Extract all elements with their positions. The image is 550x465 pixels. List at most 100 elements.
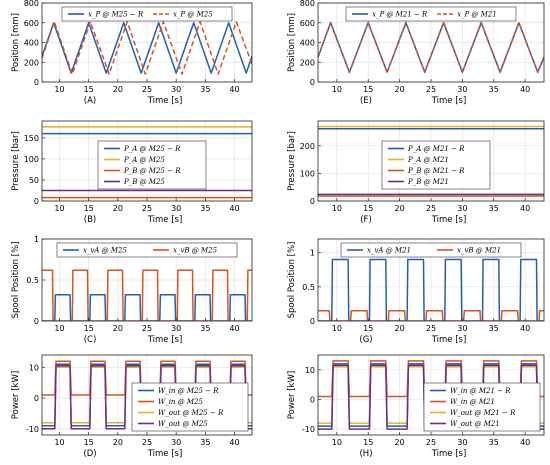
legend-box <box>345 6 517 22</box>
legend-entry: W_out @ M25 <box>158 420 208 428</box>
legend-entry: P_A @ M21 <box>407 156 449 164</box>
x-tick-label: 40 <box>229 85 239 94</box>
y-tick-label: 0.5 <box>26 276 39 285</box>
legend-entry: x_vA @ M25 <box>83 247 128 255</box>
x-tick-label: 35 <box>489 438 499 447</box>
legend-entry: W_in @ M25 − R <box>158 387 219 395</box>
x-tick-label: 30 <box>171 85 181 94</box>
chart-h: 10 15 20 25 30 35 40 -10 0 10 (H) Time [s] Power [kW… <box>287 354 545 459</box>
x-tick-label: 40 <box>229 324 239 333</box>
x-tick-label: 15 <box>363 85 373 94</box>
legend: W_in @ M21 − R W_in @ M21 W_out @ M21 − R W… <box>423 382 541 432</box>
y-tick-label: 100 <box>24 155 39 164</box>
x-tick-label: 15 <box>84 204 94 213</box>
x-axis-label: Time [s] <box>147 96 183 106</box>
y-tick-label: 200 <box>300 142 315 151</box>
y-tick-label: 0 <box>310 78 315 87</box>
y-tick-label: -10 <box>26 425 39 434</box>
x-tick-label: 20 <box>113 324 123 333</box>
x-tick-label: 30 <box>171 438 181 447</box>
legend-box <box>340 242 522 258</box>
x-tick-label: 30 <box>457 438 467 447</box>
x-tick-label: 20 <box>113 438 123 447</box>
chart-f: 10 15 20 25 30 35 40 0 100 200 (F) Time [s] Pressure… <box>287 120 545 225</box>
y-tick-label: 0 <box>34 197 39 206</box>
series-group <box>318 258 544 321</box>
legend: x_P @ M25 − R x_P @ M25 <box>61 6 233 22</box>
x-tick-label: 30 <box>457 85 467 94</box>
y-tick-label: 0 <box>310 197 315 206</box>
x-axis-label: Time [s] <box>431 335 467 345</box>
x-tick-label: 20 <box>113 204 123 213</box>
x-tick-label: 25 <box>426 324 436 333</box>
y-tick-label: 400 <box>24 39 39 48</box>
panel-caption: (G) <box>359 335 372 345</box>
legend-entry: x_vB @ M21 <box>457 247 501 255</box>
x-tick-label: 30 <box>457 324 467 333</box>
x-tick-label: 15 <box>363 324 373 333</box>
x-tick-label: 35 <box>489 204 499 213</box>
legend: W_in @ M25 − R W_in @ M25 W_out @ M25 − R W… <box>131 382 249 432</box>
x-axis-label: Time [s] <box>147 449 183 459</box>
legend-entry: x_vB @ M25 <box>173 247 218 255</box>
x-tick-label: 20 <box>395 85 405 94</box>
legend-box <box>56 242 238 258</box>
legend-entry: P_A @ M21 − R <box>407 145 465 153</box>
y-axis-label: Spool Position [%] <box>11 242 21 319</box>
x-tick-label: 25 <box>142 438 152 447</box>
y-tick-label: 0 <box>34 78 39 87</box>
x-tick-label: 20 <box>395 438 405 447</box>
x-tick-label: 20 <box>113 85 123 94</box>
x-tick-label: 40 <box>520 324 530 333</box>
series-group <box>42 21 252 75</box>
x-tick-label: 25 <box>426 438 436 447</box>
y-tick-label: 0 <box>310 395 315 404</box>
x-tick-label: 20 <box>395 204 405 213</box>
x-tick-label: 40 <box>229 438 239 447</box>
legend-entry: P_B @ M21 − R <box>407 167 465 175</box>
x-tick-label: 40 <box>520 204 530 213</box>
y-tick-label: 200 <box>300 58 315 67</box>
x-tick-label: 30 <box>457 204 467 213</box>
legend: x_vA @ M25 x_vB @ M25 <box>56 242 238 258</box>
y-tick-label: -10 <box>302 425 315 434</box>
y-axis-label: Position [mm] <box>11 13 21 72</box>
legend-entry: W_out @ M25 − R <box>158 409 224 417</box>
panel-caption: (E) <box>360 96 372 106</box>
x-tick-label: 30 <box>171 324 181 333</box>
legend-entry: x_P @ M25 <box>173 11 213 19</box>
y-tick-label: 0 <box>34 394 39 403</box>
chart-c: 10 15 20 25 30 35 40 0 0.5 1 (C) Time [s] Spool Posi… <box>11 235 253 345</box>
panel-caption: (A) <box>84 96 96 106</box>
x-tick-label: 25 <box>426 204 436 213</box>
x-tick-label: 10 <box>54 204 64 213</box>
x-tick-label: 25 <box>142 204 152 213</box>
series-group <box>42 269 252 321</box>
x-axis-label: Time [s] <box>431 215 467 225</box>
legend-entry: x_P @ M21 − R <box>372 11 428 19</box>
x-tick-label: 10 <box>332 324 342 333</box>
y-tick-label: 1 <box>310 249 315 258</box>
legend-entry: P_A @ M25 − R <box>123 145 181 153</box>
y-axis-label: Pressure [bar] <box>287 131 297 191</box>
legend: P_A @ M25 − R P_A @ M25 P_B @ M25 − R P_B @… <box>97 140 207 190</box>
x-tick-label: 15 <box>84 85 94 94</box>
legend-entry: P_A @ M25 <box>123 156 165 164</box>
y-axis-label: Power [kW] <box>287 371 297 419</box>
series-line-1 <box>42 22 252 74</box>
x-tick-label: 40 <box>520 85 530 94</box>
legend-entry: x_P @ M25 − R <box>88 11 144 19</box>
y-tick-label: 600 <box>24 19 39 28</box>
panel-caption: (B) <box>84 215 96 225</box>
panel-caption: (H) <box>359 449 372 459</box>
y-tick-label: 400 <box>300 39 315 48</box>
y-tick-label: 600 <box>300 19 315 28</box>
x-tick-label: 25 <box>142 324 152 333</box>
x-tick-label: 35 <box>489 85 499 94</box>
x-tick-label: 15 <box>363 204 373 213</box>
y-tick-label: 200 <box>24 58 39 67</box>
x-tick-label: 25 <box>142 85 152 94</box>
